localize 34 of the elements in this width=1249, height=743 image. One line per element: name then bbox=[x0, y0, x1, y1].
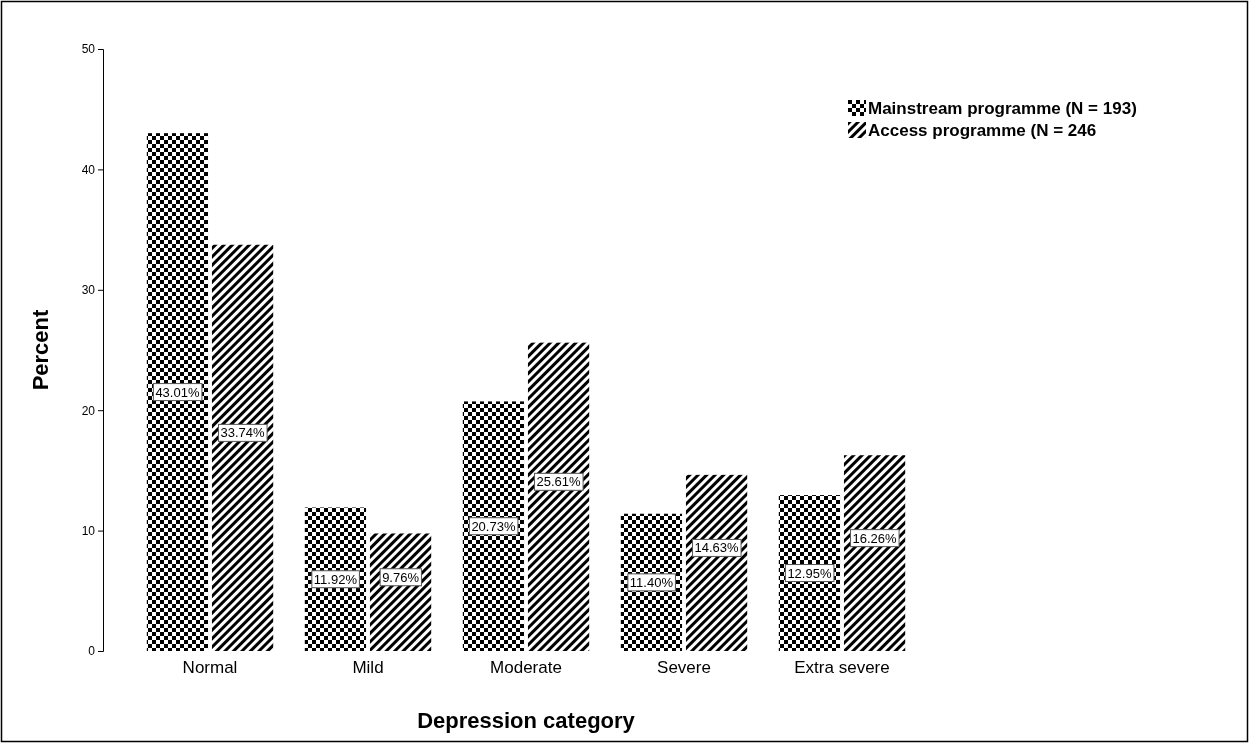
bar bbox=[843, 455, 906, 651]
x-tick-label: Extra severe bbox=[794, 658, 890, 678]
y-tick-label: 20 bbox=[81, 403, 96, 418]
data-label: 11.92% bbox=[313, 571, 358, 587]
data-label: 43.01% bbox=[155, 384, 200, 400]
data-label: 16.26% bbox=[852, 530, 898, 546]
data-label: 14.63% bbox=[694, 540, 740, 556]
x-axis-title: Depression category bbox=[417, 708, 636, 733]
data-label: 33.74% bbox=[220, 425, 266, 441]
bar bbox=[685, 474, 748, 651]
x-tick-label: Severe bbox=[657, 658, 711, 678]
data-label: 12.95% bbox=[787, 565, 832, 581]
legend-label: Mainstream programme (N = 193) bbox=[868, 98, 1137, 118]
legend-label: Access programme (N = 246 bbox=[868, 120, 1097, 140]
x-tick-label: Mild bbox=[352, 658, 384, 678]
x-tick-label: Normal bbox=[182, 658, 238, 678]
bar bbox=[527, 342, 590, 651]
data-label: 25.61% bbox=[536, 474, 582, 490]
bar bbox=[146, 133, 209, 651]
data-label: 9.76% bbox=[382, 569, 420, 585]
x-tick-label: Moderate bbox=[490, 658, 562, 678]
y-tick-label: 50 bbox=[81, 42, 96, 57]
bar bbox=[778, 495, 841, 651]
y-tick-label: 10 bbox=[81, 523, 96, 538]
bar bbox=[462, 401, 525, 651]
y-tick-label: 40 bbox=[81, 162, 96, 177]
bar bbox=[211, 244, 274, 651]
bar bbox=[304, 507, 367, 651]
y-axis-title: Percent bbox=[28, 308, 53, 391]
y-tick-label: 30 bbox=[81, 283, 96, 298]
bar bbox=[369, 533, 432, 651]
data-label: 11.40% bbox=[629, 574, 674, 590]
y-tick-label: 0 bbox=[88, 644, 96, 659]
data-label: 20.73% bbox=[471, 518, 516, 534]
